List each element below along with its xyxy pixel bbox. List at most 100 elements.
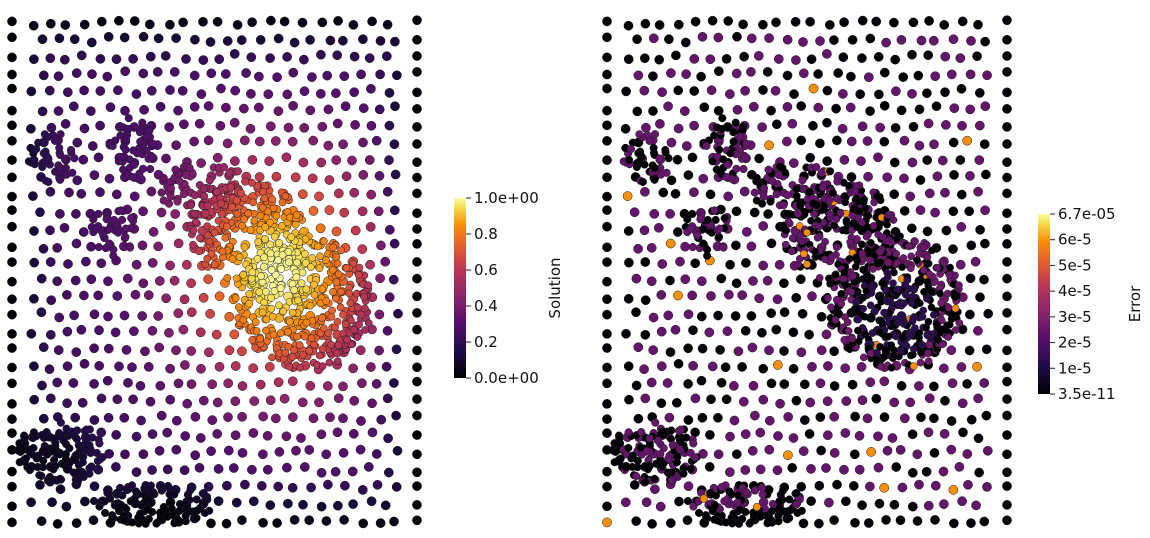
- solution-point: [136, 509, 145, 518]
- solution-point: [94, 209, 103, 218]
- error-point: [697, 343, 708, 354]
- solution-point: [82, 425, 91, 434]
- error-point: [798, 68, 809, 79]
- error-point: [686, 224, 695, 233]
- solution-point: [199, 489, 208, 498]
- solution-point: [412, 122, 422, 132]
- error-point: [859, 293, 867, 302]
- error-point: [821, 463, 831, 473]
- solution-point: [325, 412, 335, 423]
- solution-point: [412, 308, 422, 318]
- solution-point: [129, 191, 140, 202]
- solution-point: [219, 163, 228, 172]
- solution-point: [412, 291, 422, 302]
- error-point: [954, 462, 965, 472]
- solution-point: [266, 15, 276, 26]
- error-point: [847, 35, 858, 45]
- error-point: [683, 170, 694, 180]
- error-point: [657, 87, 667, 98]
- solution-point: [87, 141, 98, 151]
- solution-point: [281, 431, 292, 442]
- solution-point: [44, 177, 53, 186]
- solution-point: [412, 87, 422, 98]
- error-point: [602, 362, 612, 373]
- error-point: [708, 157, 717, 166]
- error-point: [865, 481, 875, 492]
- error-point: [602, 343, 612, 353]
- solution-point: [38, 342, 49, 353]
- solution-point: [254, 238, 263, 246]
- solution-point: [164, 483, 173, 492]
- solution-point: [135, 128, 145, 137]
- solution-point: [198, 55, 209, 65]
- solution-point: [305, 381, 316, 391]
- error-colorbar-label: Error: [1126, 285, 1144, 322]
- error-point: [927, 287, 936, 296]
- solution-point: [191, 217, 200, 226]
- error-point: [729, 415, 740, 426]
- error-point: [805, 187, 814, 197]
- error-point: [922, 88, 932, 99]
- error-point: [983, 308, 994, 319]
- solution-point: [119, 516, 129, 525]
- solution-point: [171, 415, 182, 426]
- error-point: [882, 172, 893, 183]
- solution-point: [102, 215, 111, 224]
- solution-point: [71, 238, 82, 249]
- solution-point: [232, 196, 241, 205]
- solution-point: [55, 209, 65, 219]
- solution-point: [119, 165, 128, 174]
- solution-point: [302, 285, 311, 294]
- solution-point: [190, 191, 199, 200]
- solution-point: [137, 311, 148, 321]
- error-colorbar-tick-label: 1e-5: [1058, 359, 1092, 377]
- solution-point: [246, 89, 256, 99]
- error-point: [667, 476, 677, 485]
- error-point: [923, 500, 934, 511]
- solution-point: [412, 157, 422, 168]
- solution-point: [257, 272, 265, 280]
- solution-point: [35, 207, 45, 218]
- error-point: [792, 184, 801, 193]
- error-point: [689, 439, 698, 448]
- error-point: [621, 86, 631, 97]
- solution-point: [240, 243, 249, 252]
- error-point: [895, 515, 906, 526]
- solution-point: [210, 260, 219, 269]
- solution-point: [252, 327, 261, 335]
- error-point: [951, 304, 960, 313]
- solution-colorbar-tick-label: 1.0e+00: [474, 189, 539, 207]
- solution-point: [316, 467, 327, 478]
- error-point: [752, 502, 761, 512]
- solution-point: [70, 275, 81, 286]
- error-point: [893, 259, 902, 267]
- error-point: [946, 444, 957, 455]
- error-point: [778, 507, 787, 516]
- solution-point: [265, 500, 276, 511]
- error-point: [1002, 345, 1012, 356]
- solution-point: [30, 155, 39, 164]
- solution-point: [173, 378, 184, 389]
- solution-point: [239, 103, 249, 114]
- error-point: [979, 274, 989, 285]
- error-point: [863, 518, 874, 528]
- error-point: [907, 467, 918, 478]
- error-point: [866, 301, 875, 310]
- solution-point: [130, 160, 139, 169]
- solution-point: [216, 199, 226, 208]
- error-point: [697, 31, 708, 42]
- error-point: [966, 518, 976, 528]
- solution-point: [333, 188, 344, 199]
- solution-point: [256, 211, 265, 220]
- error-point: [921, 466, 932, 477]
- solution-point: [308, 254, 316, 262]
- error-point: [782, 102, 793, 112]
- error-point: [914, 381, 924, 391]
- error-point: [725, 259, 735, 270]
- error-point: [798, 518, 809, 529]
- solution-point: [94, 360, 105, 371]
- solution-point: [192, 495, 201, 504]
- solution-point: [316, 501, 327, 512]
- error-point: [739, 164, 748, 174]
- error-point: [1002, 104, 1012, 114]
